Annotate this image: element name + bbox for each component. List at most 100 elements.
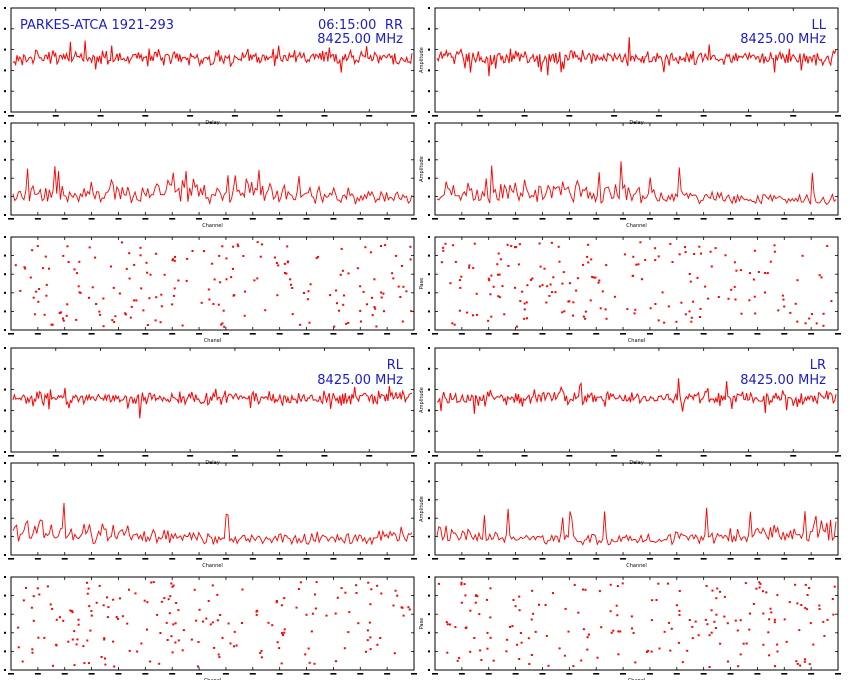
plot-rr-amplitude-xtick-label <box>357 218 364 220</box>
plot-rl-phase-point <box>55 644 58 647</box>
plot-lr-phase-point <box>710 631 713 634</box>
plot-rl-phase-point <box>275 601 278 604</box>
plot-ll-phase-point <box>561 282 564 285</box>
plot-ll-delay-xtick-label <box>835 115 841 117</box>
plot-rr-phase-point <box>62 317 64 320</box>
plot-rr-phase-xtick-label <box>303 333 310 335</box>
plot-ll-phase-point <box>552 276 555 279</box>
plot-rr-phase-point <box>333 325 336 328</box>
plot-rr-phase-point <box>374 307 377 310</box>
plot-ll-phase-point <box>764 272 767 274</box>
plot-rl-phase-point <box>367 581 370 584</box>
plot-rr-phase-point <box>405 290 408 293</box>
plot-lr-phase-point <box>809 622 812 625</box>
plot-lr-amplitude-xtick-label <box>835 558 841 560</box>
plot-rr-phase-point <box>217 303 220 306</box>
plot-rl-phase-point <box>181 649 184 652</box>
plot-rl-amplitude-xtick-label <box>115 558 122 560</box>
plot-ll-phase-point <box>472 314 474 317</box>
plot-rl-delay-xtick-label <box>97 455 104 457</box>
plot-lr-phase-point <box>783 618 786 621</box>
plot-rr-phase-point <box>51 323 54 326</box>
plot-ll-delay-xtick-label <box>521 115 528 117</box>
plot-rl-phase-point <box>311 612 314 615</box>
plot-rl-phase-point <box>128 588 130 591</box>
plot-lr-delay-xtick-label <box>655 455 662 457</box>
plot-rr-phase-point <box>225 278 228 281</box>
plot-rr-phase-point <box>409 258 412 261</box>
plot-rr-phase-point <box>392 277 395 280</box>
plot-ll-phase-point <box>543 267 546 270</box>
plot-ll-phase-point <box>604 308 607 311</box>
plot-rr-phase-point <box>67 261 70 263</box>
plot-lr-amplitude-ytick-label <box>428 535 430 538</box>
plot-rr-amplitude-xtick-label <box>34 218 41 220</box>
plot-ll-phase-point <box>572 301 575 304</box>
plot-rr-phase-point <box>341 269 344 272</box>
plot-ll-phase-point <box>808 317 811 320</box>
plot-ll-phase-ylabel: Pase <box>419 278 425 290</box>
plot-ll-phase-point <box>667 305 670 308</box>
plot-rr-phase-point <box>343 294 345 297</box>
plot-ll-phase-point <box>525 301 528 304</box>
plot-lr-phase-point <box>669 649 672 652</box>
plot-ll-phase-point <box>510 245 513 248</box>
plot-rr-phase-point <box>139 254 142 257</box>
plot-lr-phase-point <box>831 598 834 600</box>
plot-rl-delay-series-line <box>12 385 413 419</box>
plot-ll-phase-point <box>684 246 686 249</box>
plot-ll-phase-point <box>605 264 608 267</box>
plot-ll-phase-point <box>644 258 647 261</box>
plot-rl-amplitude-series-line <box>12 502 413 546</box>
plot-ll-phase-point <box>452 244 455 247</box>
plot-rl-phase-point <box>77 618 80 621</box>
plot-rr-amplitude-ytick-label <box>4 122 6 124</box>
plot-rr-phase-point <box>315 257 318 260</box>
plot-rl-phase-frame <box>10 576 415 671</box>
pol-label-rr: RR <box>384 18 403 33</box>
plot-ll-phase-point <box>503 313 506 316</box>
plot-rr-phase-point <box>244 290 246 293</box>
plot-lr-phase-point <box>460 583 463 586</box>
plot-ll-phase-point <box>459 279 461 282</box>
plot-lr-phase-point <box>619 630 622 633</box>
plot-rr-phase-point <box>356 267 359 270</box>
plot-rr-phase-point <box>342 303 345 306</box>
plot-lr-phase-point <box>527 637 530 640</box>
plot-rl-phase-point <box>75 643 78 646</box>
plot-lr-delay-ytick-label <box>428 388 430 391</box>
plot-ll-phase-point <box>531 277 534 280</box>
plot-rl-phase-xtick-label <box>169 673 176 675</box>
plot-rr-phase-xtick-label <box>8 333 14 335</box>
plot-lr-delay-ytick-label <box>428 347 430 349</box>
plot-ll-phase-point <box>654 247 657 250</box>
plot-ll-phase-point <box>818 274 821 277</box>
plot-lr-phase-point <box>716 587 719 590</box>
plot-lr-phase-point <box>769 607 772 610</box>
plot-rr-delay-series-line <box>12 40 413 73</box>
plot-rl-phase-point <box>71 611 74 614</box>
plot-rr-phase-point <box>380 296 383 299</box>
plot-rl-phase-point <box>166 639 169 641</box>
plot-rr-phase-point <box>369 251 372 254</box>
plot-rl-phase-point <box>366 629 369 632</box>
plot-rl-phase-point <box>219 614 222 616</box>
plot-lr-phase-point <box>804 606 807 609</box>
plot-ll-phase-xtick-label <box>808 333 815 335</box>
plot-rr-phase-point <box>395 254 398 257</box>
plot-rr-phase-point <box>78 260 81 263</box>
plot-ll-phase-point <box>449 282 452 285</box>
plot-rl-phase-point <box>211 621 214 624</box>
plot-lr-phase-point <box>691 625 694 628</box>
plot-ll-phase-point <box>538 285 541 288</box>
plot-rl-phase-point <box>217 653 220 656</box>
plot-rl-phase-point <box>177 639 180 642</box>
plot-rl-phase-point <box>325 614 328 617</box>
plot-rr-phase-point <box>110 265 112 268</box>
plot-ll-phase-point <box>730 288 733 291</box>
plot-ll-phase-point <box>587 261 590 264</box>
plot-rr-amplitude-ytick-label <box>4 195 6 198</box>
plot-rr-phase-point <box>286 260 289 263</box>
plot-lr-amplitude-xtick-label <box>512 558 519 560</box>
